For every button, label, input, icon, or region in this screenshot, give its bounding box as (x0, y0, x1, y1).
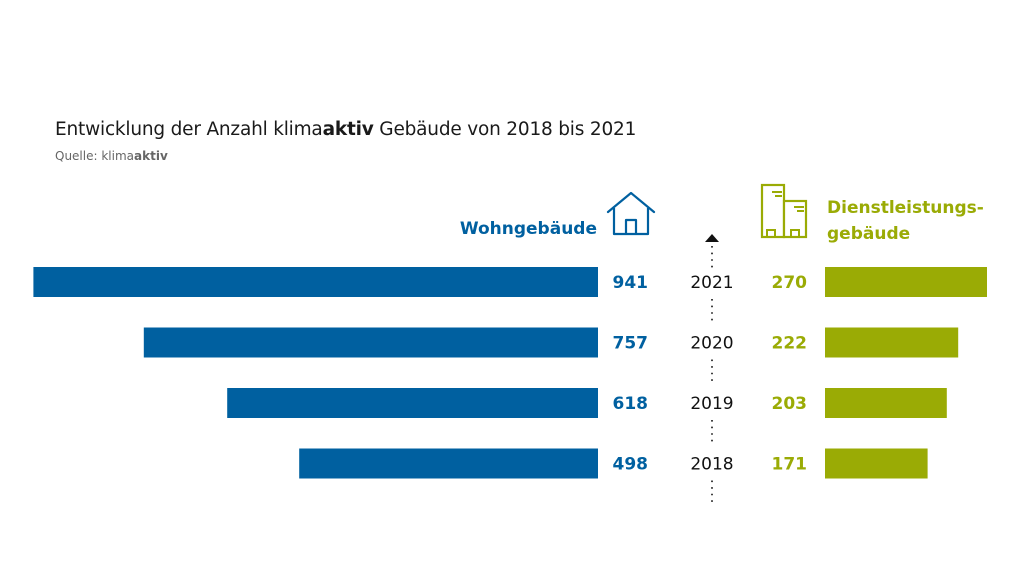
legend-line-1: Dienstleistungs- (827, 198, 984, 218)
bar-wohngebaeude-2018 (299, 448, 598, 479)
legend-line-2: gebäude (827, 224, 911, 244)
year-label-2020: 2020 (690, 334, 733, 354)
bar-dienstleistung-2019 (825, 388, 947, 418)
label-dienstleistung-2020: 222 (772, 334, 808, 354)
label-wohngebaeude-2019: 618 (613, 394, 649, 414)
title-suffix: Gebäude von 2018 bis 2021 (373, 119, 637, 140)
legend-wohngebaeude: Wohngebäude (459, 219, 597, 239)
year-label-2021: 2021 (690, 273, 733, 293)
label-wohngebaeude-2021: 941 (613, 273, 649, 293)
label-dienstleistung-2018: 171 (772, 455, 808, 475)
title-prefix: Entwicklung der Anzahl klima (55, 119, 323, 140)
label-wohngebaeude-2020: 757 (613, 334, 649, 354)
bar-dienstleistung-2018 (825, 448, 928, 479)
label-wohngebaeude-2018: 498 (613, 455, 649, 475)
bar-wohngebaeude-2021 (33, 267, 598, 297)
chart-source: Quelle: klimaaktiv (55, 149, 168, 163)
label-dienstleistung-2021: 270 (772, 273, 808, 293)
office-buildings-icon (760, 183, 808, 239)
chart-title: Entwicklung der Anzahl klimaaktiv Gebäud… (55, 119, 636, 140)
bar-wohngebaeude-2019 (227, 388, 598, 418)
axis-arrow-head (705, 234, 719, 242)
title-bold: aktiv (322, 119, 374, 140)
source-prefix: Quelle: klima (55, 149, 135, 163)
house-icon (606, 191, 656, 236)
label-dienstleistung-2019: 203 (772, 394, 808, 414)
year-label-2018: 2018 (690, 455, 733, 475)
year-label-2019: 2019 (690, 394, 733, 414)
bar-wohngebaeude-2020 (143, 327, 599, 358)
source-bold: aktiv (134, 149, 168, 163)
bar-dienstleistung-2020 (825, 327, 959, 358)
bar-dienstleistung-2021 (825, 267, 987, 297)
legend-dienstleistungsgebaeude: Dienstleistungs- gebäude (827, 195, 984, 247)
